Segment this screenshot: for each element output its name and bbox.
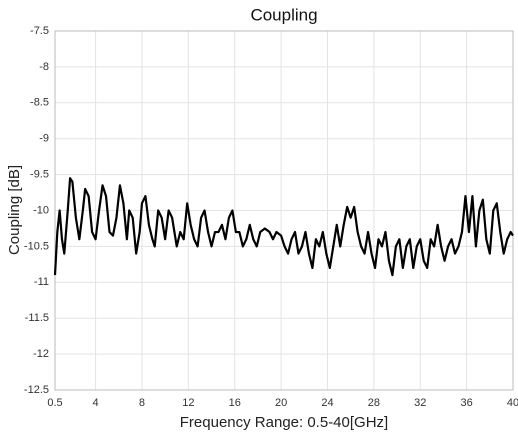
- x-tick-label: 16: [229, 397, 241, 409]
- chart-title: Coupling: [250, 5, 317, 24]
- x-tick-label: 0.5: [47, 397, 62, 409]
- x-tick-label: 20: [275, 397, 287, 409]
- y-tick-label: -11: [34, 276, 49, 288]
- y-tick-label: -8: [39, 61, 49, 73]
- y-tick-label: -10: [33, 204, 49, 216]
- data-line: [53, 177, 514, 277]
- y-tick-label: -12: [33, 348, 49, 360]
- x-tick-label: 4: [93, 397, 99, 409]
- x-tick-label: 28: [368, 397, 380, 409]
- x-tick-label: 24: [321, 397, 333, 409]
- y-tick-label: -7.5: [30, 25, 49, 37]
- plot-frame: [54, 30, 514, 391]
- y-tick-label: -10.5: [24, 240, 49, 252]
- y-tick-label: -11.5: [25, 312, 49, 324]
- y-axis-label: Coupling [dB]: [6, 165, 23, 255]
- y-tick-label: -9.5: [30, 169, 49, 181]
- x-tick-label: 36: [460, 397, 472, 409]
- x-tick-label: 8: [139, 397, 145, 409]
- y-tick-label: -8.5: [30, 97, 49, 109]
- x-tick-label: 32: [414, 397, 426, 409]
- x-tick-label: 40: [507, 397, 518, 409]
- x-tick-label: 12: [182, 397, 194, 409]
- x-axis-label: Frequency Range: 0.5-40[GHz]: [180, 414, 388, 431]
- y-tick-label: -9: [39, 133, 49, 145]
- y-tick-label: -12.5: [24, 384, 49, 396]
